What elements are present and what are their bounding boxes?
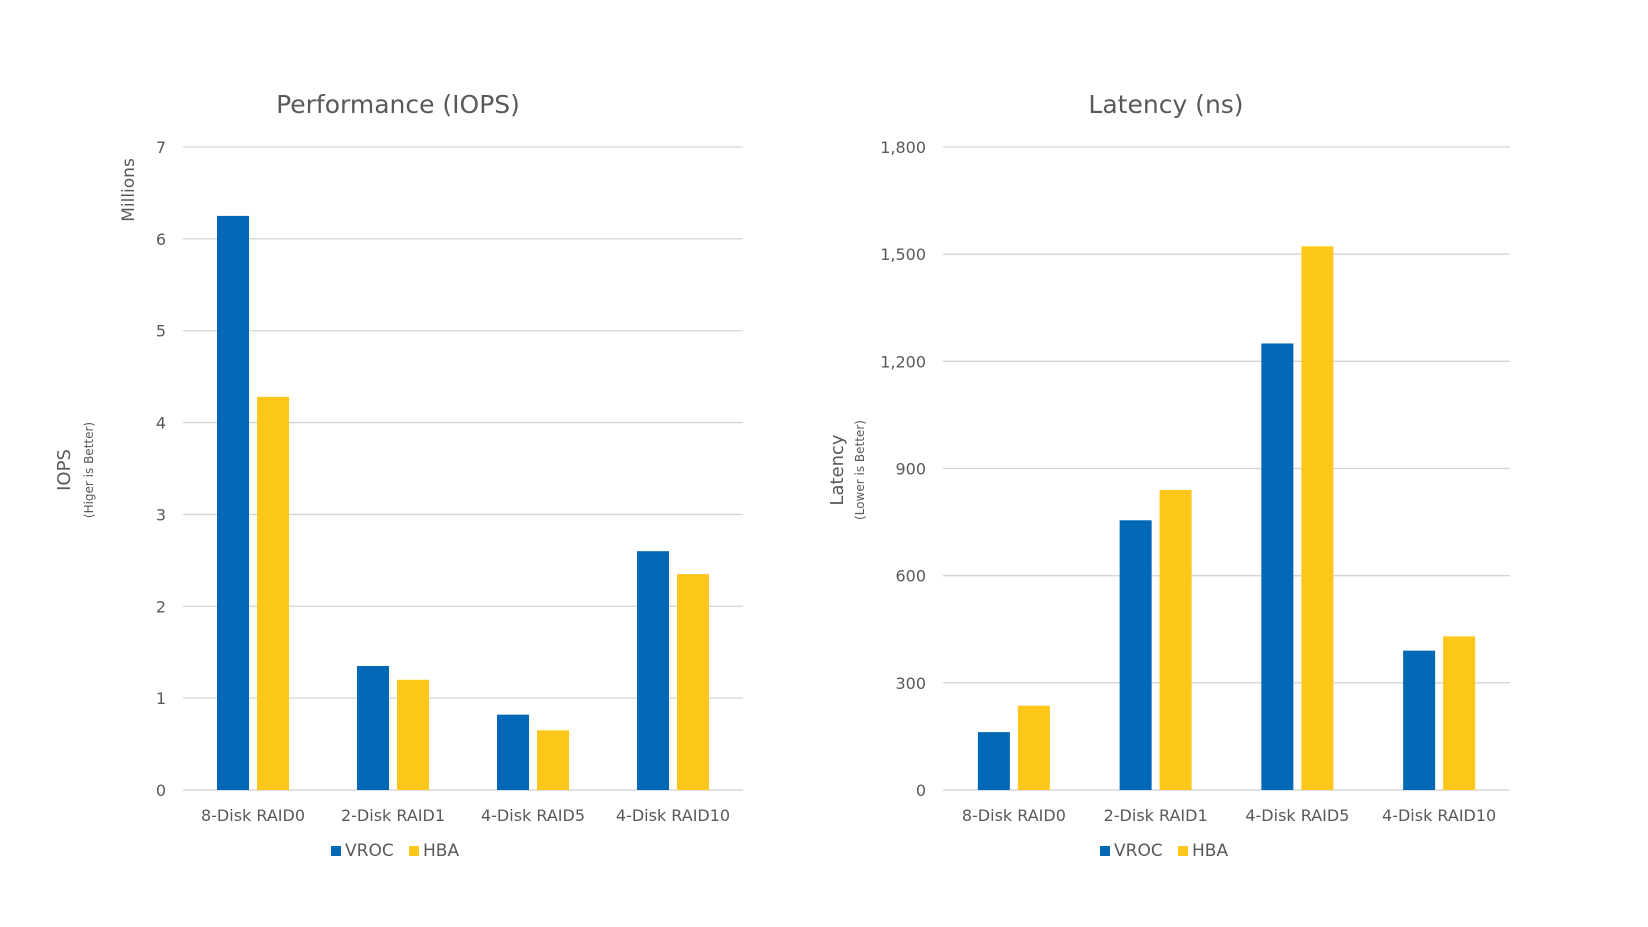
performance-bar-vroc — [637, 551, 669, 790]
performance-bar-vroc — [217, 215, 249, 791]
performance-bar-vroc — [357, 665, 389, 790]
latency-y-tick-label: 1,800 — [880, 138, 926, 157]
latency-x-category-label: 4-Disk RAID10 — [1382, 806, 1496, 825]
latency-bar-hba — [1443, 636, 1476, 790]
latency-y-tick-label: 300 — [895, 674, 926, 693]
latency-y-tick-label: 1,200 — [880, 352, 926, 371]
performance-y-tick-label: 6 — [156, 230, 166, 249]
latency-bar-vroc — [1403, 650, 1436, 790]
performance-y-tick-label: 0 — [156, 781, 166, 800]
performance-y-tick-label: 5 — [156, 322, 166, 341]
performance-y-axis-sublabel: (Higer is Better) — [82, 422, 96, 518]
performance-bar-hba — [537, 730, 569, 790]
performance-y-tick-label: 2 — [156, 597, 166, 616]
performance-bar-vroc — [497, 714, 529, 790]
performance-legend-label-vroc: VROC — [345, 841, 394, 861]
latency-x-category-label: 8-Disk RAID0 — [962, 806, 1066, 825]
performance-x-category-label: 8-Disk RAID0 — [201, 806, 305, 825]
latency-y-tick-label: 900 — [895, 460, 926, 479]
performance-y-tick-label: 1 — [156, 689, 166, 708]
performance-chart-title: Performance (IOPS) — [276, 90, 520, 119]
performance-bar-hba — [257, 396, 289, 790]
performance-x-category-label: 2-Disk RAID1 — [341, 806, 445, 825]
latency-y-tick-label: 1,500 — [880, 245, 926, 264]
latency-legend-swatch-vroc — [1100, 846, 1110, 856]
performance-y-tick-label: 3 — [156, 505, 166, 524]
performance-bar-hba — [677, 574, 709, 790]
latency-bar-vroc — [977, 732, 1010, 790]
performance-legend-label-hba: HBA — [423, 841, 459, 861]
latency-y-tick-label: 600 — [895, 567, 926, 586]
latency-bar-vroc — [1261, 343, 1294, 790]
performance-x-category-label: 4-Disk RAID5 — [481, 806, 585, 825]
latency-y-axis-sublabel: (Lower is Better) — [853, 420, 867, 520]
latency-bar-hba — [1017, 705, 1050, 790]
performance-x-category-label: 4-Disk RAID10 — [616, 806, 730, 825]
latency-legend-label-hba: HBA — [1192, 841, 1228, 861]
performance-y-tick-label: 7 — [156, 138, 166, 157]
latency-x-category-label: 4-Disk RAID5 — [1245, 806, 1349, 825]
latency-y-tick-label: 0 — [916, 781, 926, 800]
performance-bar-hba — [397, 679, 429, 790]
performance-legend-swatch-hba — [409, 846, 419, 856]
latency-bar-hba — [1159, 489, 1192, 790]
performance-legend-swatch-vroc — [331, 846, 341, 856]
latency-bar-hba — [1301, 246, 1334, 790]
latency-y-axis-label: Latency — [827, 434, 848, 505]
performance-unit-label: Millions — [119, 158, 139, 222]
latency-chart-title: Latency (ns) — [1088, 90, 1243, 119]
performance-y-tick-label: 4 — [156, 414, 166, 433]
latency-legend-swatch-hba — [1178, 846, 1188, 856]
latency-legend-label-vroc: VROC — [1114, 841, 1163, 861]
latency-bar-vroc — [1119, 520, 1152, 790]
performance-y-axis-label: IOPS — [54, 449, 75, 491]
latency-x-category-label: 2-Disk RAID1 — [1104, 806, 1208, 825]
